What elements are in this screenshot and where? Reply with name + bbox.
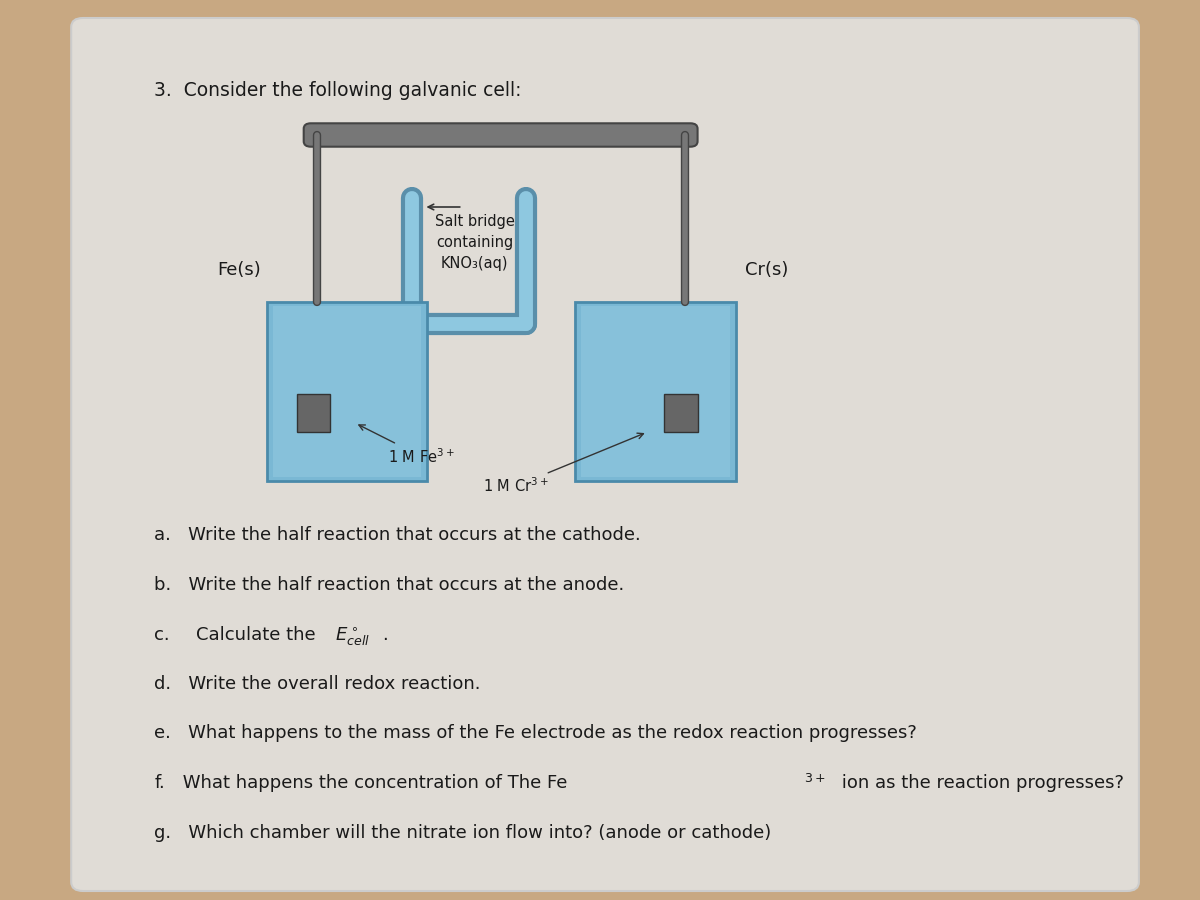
Text: What happens the concentration of The Fe: What happens the concentration of The Fe — [155, 774, 568, 792]
FancyBboxPatch shape — [71, 18, 1139, 891]
Text: Calculate the: Calculate the — [196, 626, 322, 644]
Text: b.   Write the half reaction that occurs at the anode.: b. Write the half reaction that occurs a… — [155, 576, 624, 594]
FancyBboxPatch shape — [304, 123, 697, 147]
FancyBboxPatch shape — [575, 302, 736, 482]
Text: Fe(s): Fe(s) — [217, 261, 260, 279]
Text: 3.  Consider the following galvanic cell:: 3. Consider the following galvanic cell: — [155, 81, 522, 100]
FancyBboxPatch shape — [272, 306, 421, 477]
Text: 1 M Fe$^{3+}$: 1 M Fe$^{3+}$ — [359, 425, 455, 465]
Text: 1 M Cr$^{3+}$: 1 M Cr$^{3+}$ — [484, 433, 643, 495]
Text: e.   What happens to the mass of the Fe electrode as the redox reaction progress: e. What happens to the mass of the Fe el… — [155, 724, 917, 742]
Text: g.   Which chamber will the nitrate ion flow into? (anode or cathode): g. Which chamber will the nitrate ion fl… — [155, 824, 772, 842]
FancyBboxPatch shape — [266, 302, 427, 482]
Text: d.   Write the overall redox reaction.: d. Write the overall redox reaction. — [155, 675, 481, 693]
Text: .: . — [382, 626, 388, 644]
FancyBboxPatch shape — [665, 394, 697, 432]
Text: $^{3+}$: $^{3+}$ — [804, 774, 827, 792]
Text: Cr(s): Cr(s) — [745, 261, 788, 279]
Text: $E^\circ_{cell}$: $E^\circ_{cell}$ — [335, 626, 370, 648]
Text: f.: f. — [155, 774, 164, 792]
Text: Salt bridge
containing
KNO₃(aq): Salt bridge containing KNO₃(aq) — [434, 214, 515, 272]
Text: a.   Write the half reaction that occurs at the cathode.: a. Write the half reaction that occurs a… — [155, 526, 641, 544]
Text: ion as the reaction progresses?: ion as the reaction progresses? — [836, 774, 1124, 792]
FancyBboxPatch shape — [581, 306, 730, 477]
FancyBboxPatch shape — [296, 394, 330, 432]
Text: c.: c. — [155, 626, 170, 644]
